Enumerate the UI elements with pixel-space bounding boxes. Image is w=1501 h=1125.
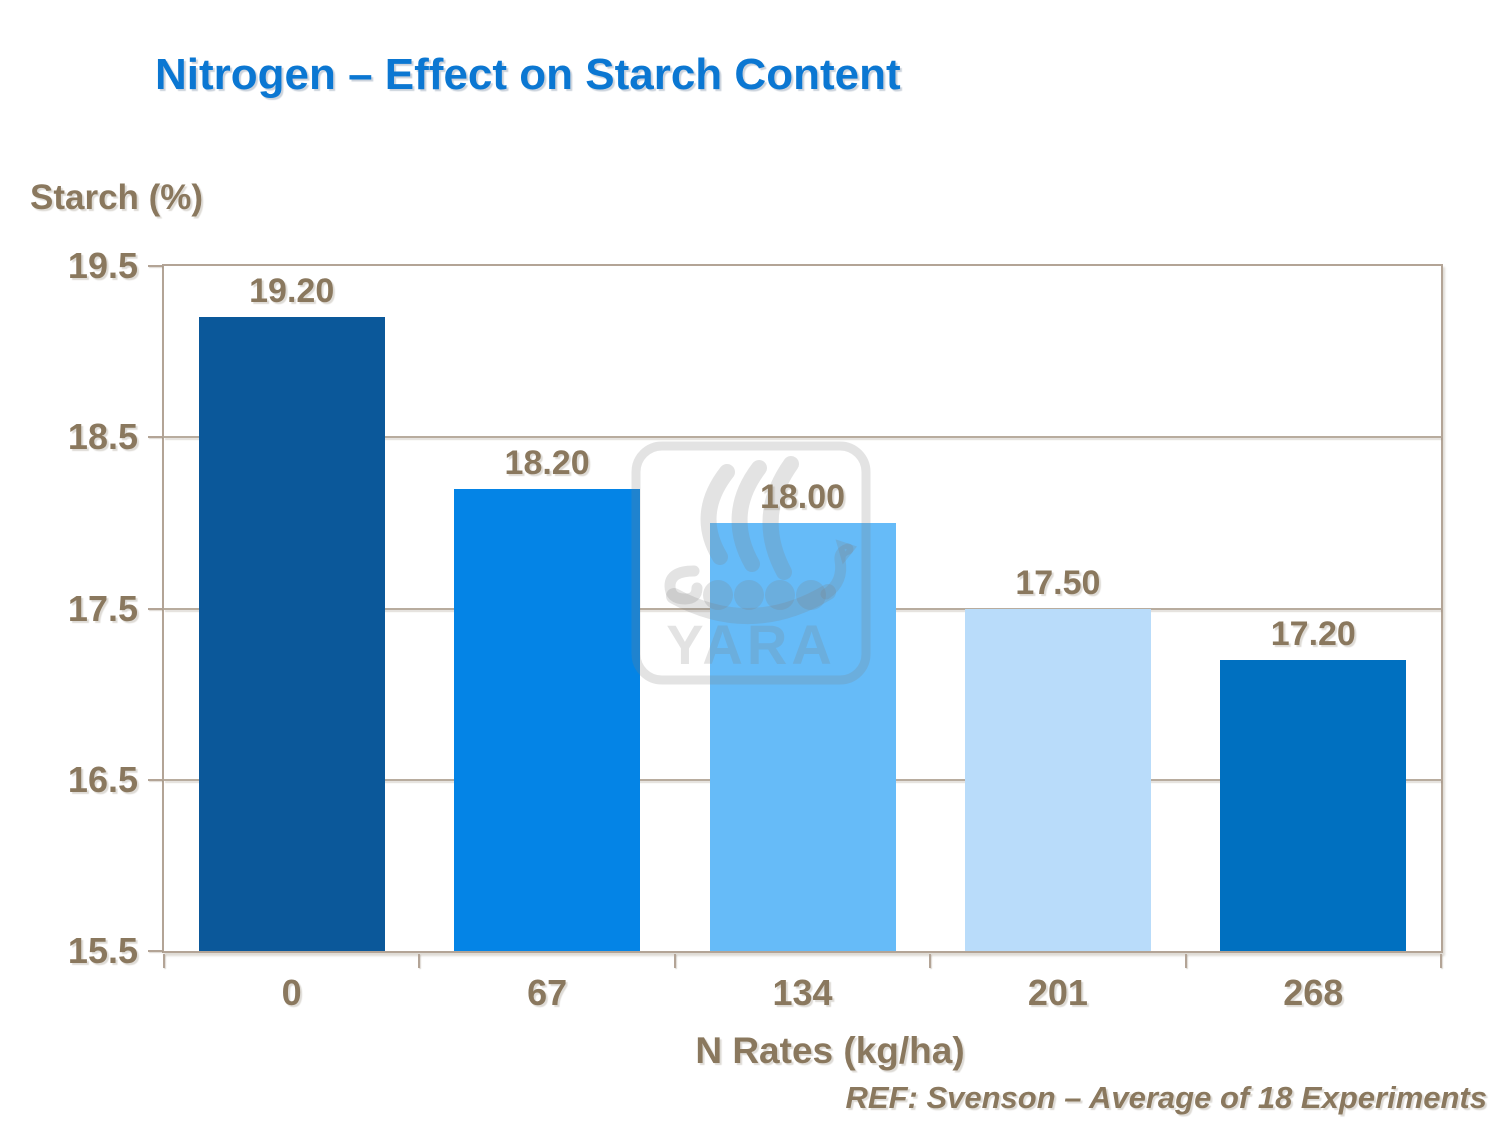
x-category-label: 67 [527, 972, 568, 1013]
plot-inner: 19.20 18.20 18.00 17.50 17.20 [164, 266, 1441, 951]
y-tick-mark [148, 436, 162, 439]
y-tick-mark [148, 950, 162, 952]
bar-268 [1220, 659, 1407, 951]
y-tick-label: 16.5 [67, 758, 138, 800]
x-category-label: 268 [1283, 972, 1344, 1013]
y-tick-label: 19.5 [67, 245, 138, 286]
y-axis-title: Starch (%) [30, 178, 204, 217]
y-tick-label: 17.5 [67, 587, 138, 629]
y-tick-mark [148, 778, 162, 781]
bar-67 [454, 488, 641, 951]
x-category-label: 134 [772, 972, 833, 1013]
x-tick-mark [673, 954, 676, 968]
x-category-label: 0 [281, 972, 302, 1013]
bar-134 [709, 522, 896, 951]
bar-0 [198, 317, 385, 951]
x-category-label: 201 [1027, 972, 1088, 1013]
y-tick-label: 15.5 [67, 930, 138, 971]
bar-value-label: 17.50 [1015, 563, 1101, 602]
chart-title: Nitrogen – Effect on Starch Content [155, 50, 901, 99]
bar-value-label: 18.00 [759, 477, 846, 516]
y-tick-label: 18.5 [67, 416, 138, 458]
y-tick-mark [148, 607, 162, 610]
bar-201 [964, 608, 1151, 951]
gridline-18.5 [164, 436, 1441, 439]
x-tick-mark [1440, 954, 1442, 968]
x-tick-mark [1184, 954, 1187, 968]
bar-value-label: 19.20 [249, 272, 335, 311]
bar-value-label: 18.20 [504, 443, 590, 482]
x-axis-title: N Rates (kg/ha) [695, 1030, 965, 1071]
x-tick-mark [163, 954, 165, 968]
x-tick-mark [418, 954, 421, 968]
y-tick-mark [148, 265, 162, 267]
bar-value-label: 17.20 [1270, 614, 1356, 653]
x-tick-mark [929, 954, 932, 968]
reference-text: REF: Svenson – Average of 18 Experiments [845, 1080, 1487, 1115]
